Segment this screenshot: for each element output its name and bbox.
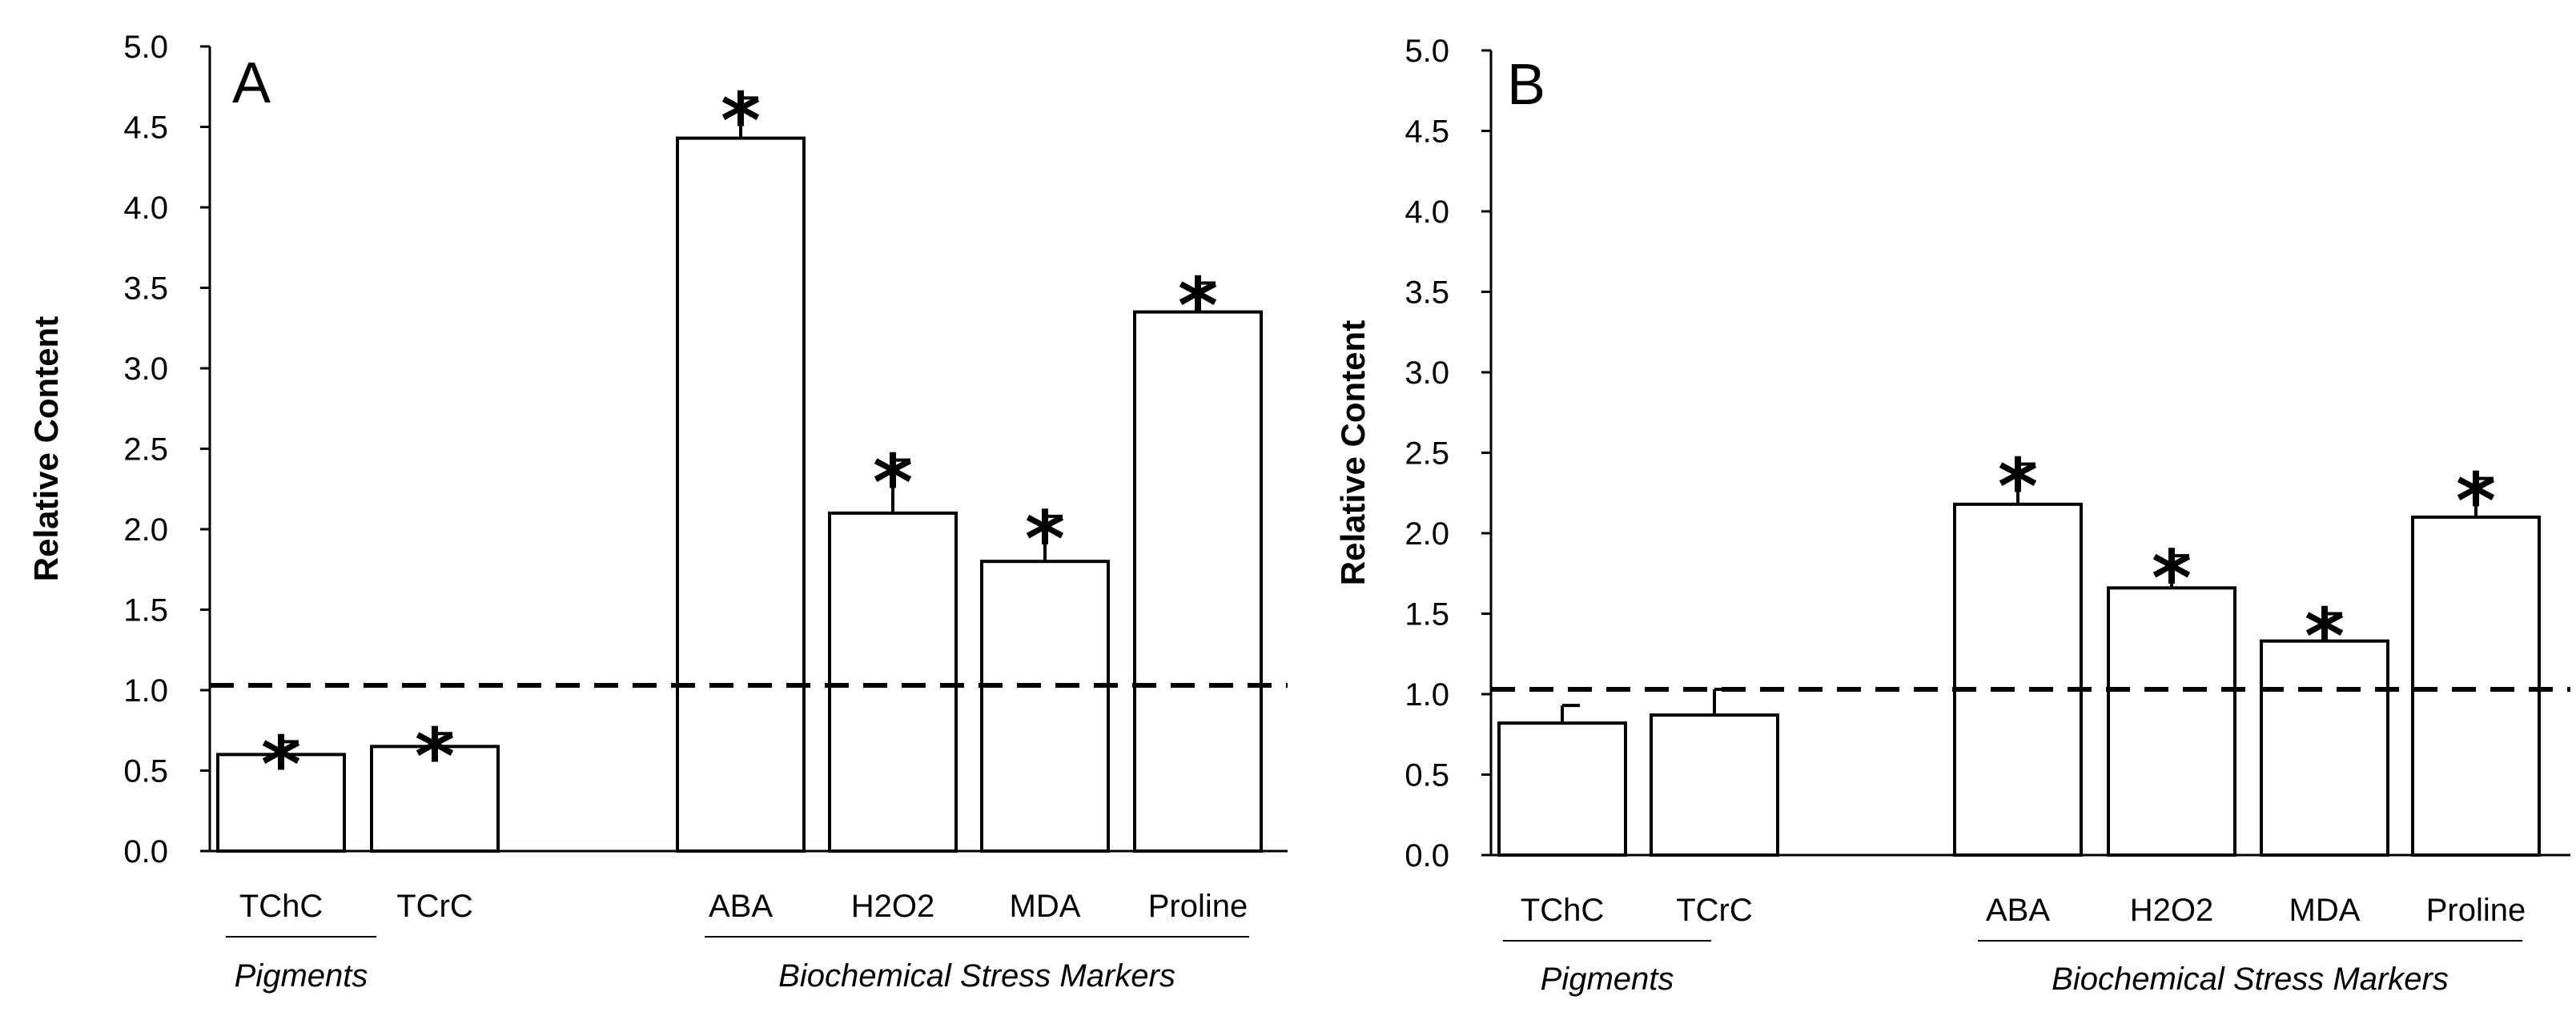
chart-panel-b: 0.0 0.5 1.0 1.5 2.0 2.5 3.0 3.5 4.0 4.5 5.0 Relativ…	[1334, 34, 2570, 997]
y-tick-label: 2.5	[1405, 436, 1449, 472]
group-label: Pigments	[1541, 962, 1674, 997]
y-tick-label: 1.0	[1405, 677, 1449, 713]
category-label: H2O2	[851, 889, 935, 924]
bar-aba	[676, 136, 806, 853]
y-tick-label: 4.5	[1405, 114, 1449, 150]
significance-star: *	[2152, 534, 2192, 624]
y-tick-label: 4.0	[123, 191, 168, 226]
category-label: Proline	[2426, 893, 2526, 928]
y-tick-label: 0.5	[123, 754, 168, 789]
category-label: H2O2	[2130, 893, 2214, 928]
category-label: MDA	[2289, 893, 2361, 928]
bar-tcrc	[1650, 713, 1779, 857]
y-tick-label: 1.5	[1405, 597, 1449, 632]
significance-star: *	[261, 720, 301, 809]
significance-star: *	[873, 439, 913, 528]
y-tick-label: 2.0	[1405, 516, 1449, 552]
y-tick-label: 3.0	[1405, 355, 1449, 391]
significance-star: *	[1025, 495, 1065, 584]
significance-star: *	[721, 76, 761, 166]
group-label: Biochemical Stress Markers	[778, 958, 1175, 994]
category-label: MDA	[1010, 889, 1081, 924]
bar-tchc	[1497, 721, 1627, 857]
bar-h2o2	[2107, 586, 2236, 857]
y-axis-title: Relative Content	[1334, 320, 1372, 585]
bar-h2o2	[828, 511, 958, 853]
significance-star: *	[2305, 592, 2345, 682]
y-tick-label: 0.5	[1405, 758, 1449, 793]
bar-mda	[980, 560, 1110, 853]
y-tick-label: 3.5	[123, 271, 168, 307]
category-label: TCrC	[396, 889, 473, 924]
y-tick-label: 1.5	[123, 593, 168, 628]
category-label: TChC	[1521, 893, 1604, 928]
y-tick-label: 5.0	[1405, 34, 1449, 69]
category-label: ABA	[709, 889, 773, 924]
y-tick-label: 4.5	[123, 110, 168, 146]
bar-tchc	[216, 753, 346, 853]
category-label: TChC	[239, 889, 323, 924]
y-axis-title: Relative Content	[27, 316, 65, 581]
significance-star: *	[2456, 457, 2496, 547]
y-tick-label: 3.0	[123, 351, 168, 387]
category-label: Proline	[1148, 889, 1248, 924]
group-label: Pigments	[235, 958, 368, 994]
y-tick-label: 3.5	[1405, 275, 1449, 311]
y-tick-label: 0.0	[1405, 838, 1449, 873]
group-label: Biochemical Stress Markers	[2052, 962, 2449, 997]
bar-proline	[1133, 310, 1263, 853]
bar-proline	[2411, 515, 2541, 857]
y-tick-label: 5.0	[123, 30, 168, 65]
y-tick-label: 0.0	[123, 834, 168, 869]
bar-mda	[2260, 639, 2389, 857]
y-tick-label: 2.5	[123, 432, 168, 468]
significance-star: *	[1998, 443, 2038, 532]
panel-letter: A	[232, 51, 271, 115]
chart-panel-a: 0.0 0.5 1.0 1.5 2.0 2.5 3.0 3.5 4.0 4.5 5.0 Relativ…	[27, 30, 1288, 994]
y-tick-label: 2.0	[123, 512, 168, 548]
y-tick-label: 4.0	[1405, 195, 1449, 230]
significance-star: *	[1178, 261, 1218, 351]
y-tick-label: 1.0	[123, 673, 168, 709]
bar-aba	[1953, 502, 2083, 857]
significance-star: *	[415, 712, 455, 801]
category-label: TCrC	[1676, 893, 1753, 928]
panel-letter: B	[1507, 53, 1545, 117]
category-label: ABA	[1986, 893, 2050, 928]
